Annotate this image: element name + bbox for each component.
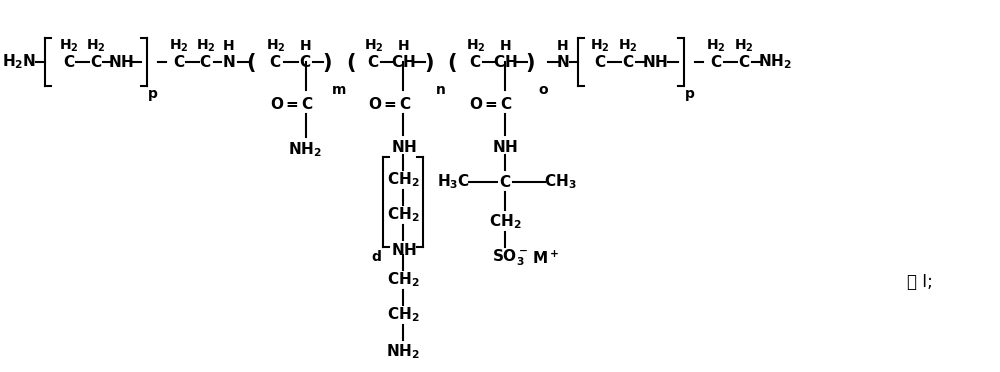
Text: p: p bbox=[148, 87, 158, 101]
Text: $\mathbf{CH_2}$: $\mathbf{CH_2}$ bbox=[387, 270, 420, 289]
Text: o: o bbox=[539, 83, 548, 97]
Text: $\mathbf{O{=}C}$: $\mathbf{O{=}C}$ bbox=[368, 96, 411, 112]
Text: $\mathbf{H}$: $\mathbf{H}$ bbox=[499, 39, 512, 53]
Text: $\mathbf{NH_2}$: $\mathbf{NH_2}$ bbox=[288, 141, 323, 159]
Text: $\mathbf{CH_2}$: $\mathbf{CH_2}$ bbox=[387, 305, 420, 324]
Text: $\mathbf{NH_2}$: $\mathbf{NH_2}$ bbox=[758, 53, 792, 71]
Text: $\mathbf{)}$: $\mathbf{)}$ bbox=[424, 51, 433, 74]
Text: $\mathbf{NH}$: $\mathbf{NH}$ bbox=[108, 54, 134, 70]
Text: 式 I;: 式 I; bbox=[907, 273, 933, 291]
Text: $\mathbf{H_2}$: $\mathbf{H_2}$ bbox=[266, 38, 285, 54]
Text: $\mathbf{H_2}$: $\mathbf{H_2}$ bbox=[706, 38, 726, 54]
Text: $\mathbf{O{=}C}$: $\mathbf{O{=}C}$ bbox=[270, 96, 313, 112]
Text: $\mathbf{H_2}$: $\mathbf{H_2}$ bbox=[734, 38, 754, 54]
Text: $\mathbf{C}$: $\mathbf{C}$ bbox=[710, 54, 722, 70]
Text: $\mathbf{C}$: $\mathbf{C}$ bbox=[199, 54, 212, 70]
Text: $\mathbf{NH}$: $\mathbf{NH}$ bbox=[492, 139, 518, 155]
Text: $\mathbf{NH_2}$: $\mathbf{NH_2}$ bbox=[386, 343, 421, 361]
Text: $\mathbf{C}$: $\mathbf{C}$ bbox=[269, 54, 282, 70]
Text: $\mathbf{CH}$: $\mathbf{CH}$ bbox=[391, 54, 416, 70]
Text: $\mathbf{CH_2}$: $\mathbf{CH_2}$ bbox=[387, 206, 420, 224]
Text: $\mathbf{C}$: $\mathbf{C}$ bbox=[469, 54, 481, 70]
Text: $\mathbf{H_2}$: $\mathbf{H_2}$ bbox=[86, 38, 105, 54]
Text: $\mathbf{N}$: $\mathbf{N}$ bbox=[556, 54, 569, 70]
Text: $\mathbf{NH}$: $\mathbf{NH}$ bbox=[642, 54, 668, 70]
Text: $\mathbf{C}$: $\mathbf{C}$ bbox=[367, 54, 380, 70]
Text: d: d bbox=[372, 250, 381, 264]
Text: $\mathbf{H_2}$: $\mathbf{H_2}$ bbox=[364, 38, 383, 54]
Text: $\mathbf{C}$: $\mathbf{C}$ bbox=[499, 174, 511, 190]
Text: $\mathbf{CH}$: $\mathbf{CH}$ bbox=[493, 54, 518, 70]
Text: $\mathbf{)}$: $\mathbf{)}$ bbox=[322, 51, 331, 74]
Text: $\mathbf{H_2}$: $\mathbf{H_2}$ bbox=[169, 38, 188, 54]
Text: $\mathbf{CH_2}$: $\mathbf{CH_2}$ bbox=[387, 171, 420, 189]
Text: $\mathbf{M^+}$: $\mathbf{M^+}$ bbox=[532, 249, 559, 267]
Text: $\mathbf{SO_3^-}$: $\mathbf{SO_3^-}$ bbox=[492, 248, 528, 268]
Text: $\mathbf{C}$: $\mathbf{C}$ bbox=[738, 54, 750, 70]
Text: $\mathbf{H_2}$: $\mathbf{H_2}$ bbox=[466, 38, 485, 54]
Text: $\mathbf{CH_3}$: $\mathbf{CH_3}$ bbox=[544, 173, 577, 191]
Text: $\mathbf{O{=}C}$: $\mathbf{O{=}C}$ bbox=[469, 96, 513, 112]
Text: $\mathbf{CH_2}$: $\mathbf{CH_2}$ bbox=[489, 213, 522, 231]
Text: $\mathbf{(}$: $\mathbf{(}$ bbox=[346, 51, 355, 74]
Text: $\mathbf{H_3C}$: $\mathbf{H_3C}$ bbox=[437, 173, 470, 191]
Text: $\mathbf{H}$: $\mathbf{H}$ bbox=[397, 39, 410, 53]
Text: $\mathbf{H_2N}$: $\mathbf{H_2N}$ bbox=[2, 53, 36, 71]
Text: $\mathbf{(}$: $\mathbf{(}$ bbox=[447, 51, 457, 74]
Text: $\mathbf{H}$: $\mathbf{H}$ bbox=[222, 39, 235, 53]
Text: $\mathbf{C}$: $\mathbf{C}$ bbox=[90, 54, 102, 70]
Text: $\mathbf{NH}$: $\mathbf{NH}$ bbox=[391, 139, 416, 155]
Text: $\mathbf{C}$: $\mathbf{C}$ bbox=[622, 54, 634, 70]
Text: $\mathbf{C}$: $\mathbf{C}$ bbox=[594, 54, 606, 70]
Text: $\mathbf{H_2}$: $\mathbf{H_2}$ bbox=[618, 38, 638, 54]
Text: $\mathbf{NH}$: $\mathbf{NH}$ bbox=[391, 242, 416, 258]
Text: p: p bbox=[685, 87, 695, 101]
Text: $\mathbf{H_2}$: $\mathbf{H_2}$ bbox=[196, 38, 215, 54]
Text: m: m bbox=[332, 83, 347, 97]
Text: $\mathbf{(}$: $\mathbf{(}$ bbox=[246, 51, 255, 74]
Text: $\mathbf{C}$: $\mathbf{C}$ bbox=[63, 54, 75, 70]
Text: $\mathbf{C}$: $\mathbf{C}$ bbox=[173, 54, 185, 70]
Text: $\mathbf{C}$: $\mathbf{C}$ bbox=[299, 54, 312, 70]
Text: $\mathbf{H_2}$: $\mathbf{H_2}$ bbox=[590, 38, 610, 54]
Text: n: n bbox=[435, 83, 445, 97]
Text: $\mathbf{H_2}$: $\mathbf{H_2}$ bbox=[59, 38, 78, 54]
Text: $\mathbf{)}$: $\mathbf{)}$ bbox=[525, 51, 535, 74]
Text: $\mathbf{N}$: $\mathbf{N}$ bbox=[222, 54, 235, 70]
Text: $\mathbf{H}$: $\mathbf{H}$ bbox=[556, 39, 569, 53]
Text: $\mathbf{H}$: $\mathbf{H}$ bbox=[299, 39, 312, 53]
